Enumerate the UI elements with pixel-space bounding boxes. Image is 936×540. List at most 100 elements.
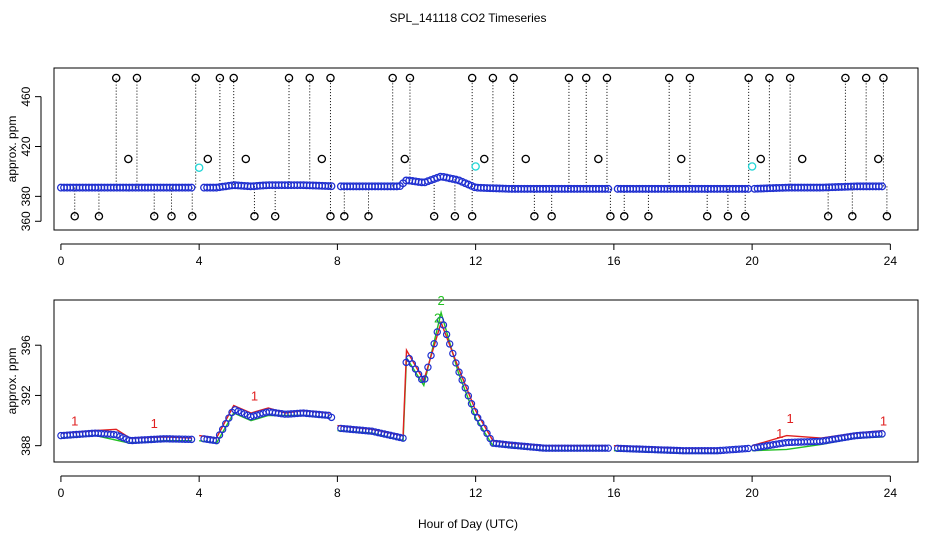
bottom-x-tick-label: 20 [745, 486, 759, 500]
top-outlier-high-point [602, 73, 612, 83]
top-outlier-mid-point [480, 154, 489, 164]
bottom-data-point [222, 419, 230, 428]
bottom-data-point [427, 351, 435, 360]
bottom-data-point [461, 384, 469, 392]
top-x-tick-label: 4 [196, 254, 203, 268]
top-data-point [878, 182, 887, 191]
bottom-data-point [483, 429, 491, 438]
top-outlier-high-point [509, 73, 518, 83]
top-outlier-low-point [723, 212, 733, 221]
top-cyan-point [471, 162, 480, 171]
top-outlier-mid-point [203, 154, 213, 164]
top-outlier-low-point [467, 212, 477, 221]
bottom-data-point [321, 411, 329, 419]
bottom-data-point [470, 407, 479, 416]
bottom-data-point [424, 363, 432, 371]
top-data-point [604, 184, 613, 193]
top-outlier-mid-point [677, 154, 686, 164]
top-outlier-low-point [429, 212, 439, 221]
top-y-tick-label: 360 [19, 211, 33, 231]
top-outlier-low-point [187, 212, 197, 221]
bottom-data-point [225, 414, 233, 422]
bottom-data-point [474, 414, 482, 422]
top-outlier-high-point [488, 73, 498, 83]
top-outlier-low-point [167, 212, 176, 221]
top-outlier-mid-point [594, 154, 603, 164]
bottom-data-point [433, 328, 441, 336]
bottom-series-2-label: 2 [437, 293, 444, 308]
bottom-data-point [411, 365, 420, 373]
top-outlier-low-point [326, 212, 335, 221]
bottom-series-2-label: 2 [434, 311, 441, 326]
top-outlier-low-point [740, 212, 750, 221]
chart-title: SPL_141118 CO2 Timeseries [390, 11, 547, 25]
bottom-series-1-label: 1 [151, 416, 158, 431]
bottom-series-1-label: 1 [251, 388, 258, 403]
bottom-data-point [184, 435, 193, 444]
top-outlier-mid-point [874, 154, 883, 164]
bottom-x-tick-label: 16 [607, 486, 621, 500]
x-axis-label: Hour of Day (UTC) [418, 517, 518, 531]
top-panel: approx. ppm 0 4 8 12 16 20 24 360 380 420 460 [5, 67, 919, 268]
bottom-data-point [449, 349, 457, 358]
top-outlier-high-point [191, 73, 200, 83]
top-outlier-high-point [664, 73, 674, 83]
bottom-data-point [875, 430, 883, 438]
bottom-data-point [458, 376, 466, 384]
top-x-tick-label: 12 [469, 254, 483, 268]
top-data-point [601, 184, 610, 193]
bottom-data-point [439, 321, 448, 329]
top-x-tick-label: 24 [884, 254, 898, 268]
top-outlier-low-point [619, 212, 629, 221]
bottom-series-1-label: 1 [71, 414, 78, 429]
top-outlier-high-point [564, 73, 574, 83]
top-outlier-high-point [111, 73, 121, 83]
top-outlier-high-point [215, 73, 225, 83]
top-axes: 0 4 8 12 16 20 24 360 380 420 460 [19, 86, 897, 268]
bottom-data-point [209, 436, 218, 444]
top-y-axis-label: approx. ppm [5, 116, 19, 183]
top-outlier-high-point [744, 73, 753, 83]
top-outlier-low-point [364, 212, 373, 221]
top-outlier-low-point [270, 212, 280, 221]
top-data-point [187, 183, 196, 192]
top-outlier-mid-point [797, 154, 807, 164]
top-y-tick-label: 420 [19, 136, 33, 156]
top-outlier-mid-point [756, 154, 766, 164]
top-y-tick-label: 380 [19, 186, 33, 206]
bottom-data-point [405, 354, 413, 363]
top-outlier-low-point [149, 212, 159, 221]
top-outlier-high-point [229, 73, 238, 83]
bottom-data-point [418, 375, 426, 384]
bottom-data-point [414, 370, 423, 378]
top-data-point [874, 182, 883, 191]
bottom-data-point [601, 444, 609, 452]
top-outlier-high-point [879, 73, 888, 83]
bottom-data-point [477, 419, 485, 427]
bottom-panel-frame [53, 299, 919, 463]
top-outlier-mid-point [317, 154, 327, 164]
top-outlier-low-point [94, 212, 104, 221]
top-outlier-low-point [530, 212, 539, 221]
top-marks [56, 73, 892, 221]
top-outlier-high-point [467, 73, 477, 83]
top-x-tick-label: 16 [607, 254, 621, 268]
top-data-point [324, 182, 333, 191]
top-outlier-high-point [685, 73, 695, 83]
top-x-tick-label: 0 [58, 254, 65, 268]
bottom-data-point [604, 444, 613, 452]
bottom-data-point [455, 368, 463, 376]
top-outlier-low-point [70, 212, 79, 221]
bottom-data-point [187, 435, 196, 444]
bottom-x-tick-label: 4 [196, 486, 203, 500]
bottom-data-point [396, 433, 404, 442]
top-cyan-point [194, 163, 204, 172]
top-outlier-high-point [841, 73, 850, 83]
top-outlier-low-point [450, 212, 460, 221]
top-outlier-low-point [823, 212, 833, 221]
bottom-data-point [446, 340, 454, 348]
bottom-x-tick-label: 12 [469, 486, 483, 500]
top-outlier-high-point [405, 73, 415, 83]
